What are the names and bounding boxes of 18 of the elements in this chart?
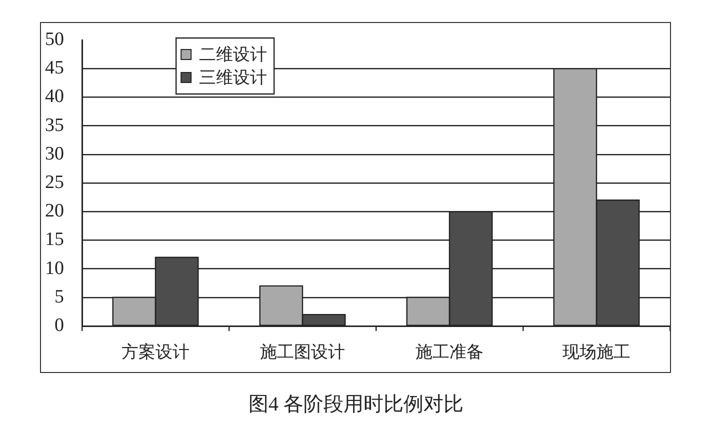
y-tick-label: 10 [45, 258, 64, 279]
y-tick-label: 50 [45, 28, 64, 50]
x-tick-label: 施工图设计 [260, 342, 345, 362]
y-tick-label: 25 [45, 172, 64, 193]
x-tick-label: 施工准备 [416, 342, 484, 362]
x-tick-label: 现场施工 [562, 342, 630, 362]
y-tick-label: 45 [45, 58, 64, 79]
y-tick-label: 15 [45, 229, 64, 250]
y-tick-label: 35 [45, 114, 64, 136]
text: 图4 各阶段用时比例对比 [248, 393, 464, 416]
legend-label: 二维设计 [199, 44, 268, 64]
x-tick-label: 方案设计 [122, 342, 190, 362]
y-tick-label: 40 [45, 86, 64, 108]
legend-label: 三维设计 [199, 68, 268, 87]
y-tick-label: 5 [54, 286, 64, 308]
y-tick-label: 30 [45, 143, 64, 164]
y-tick-label: 0 [54, 314, 64, 336]
y-tick-label: 20 [45, 200, 64, 222]
